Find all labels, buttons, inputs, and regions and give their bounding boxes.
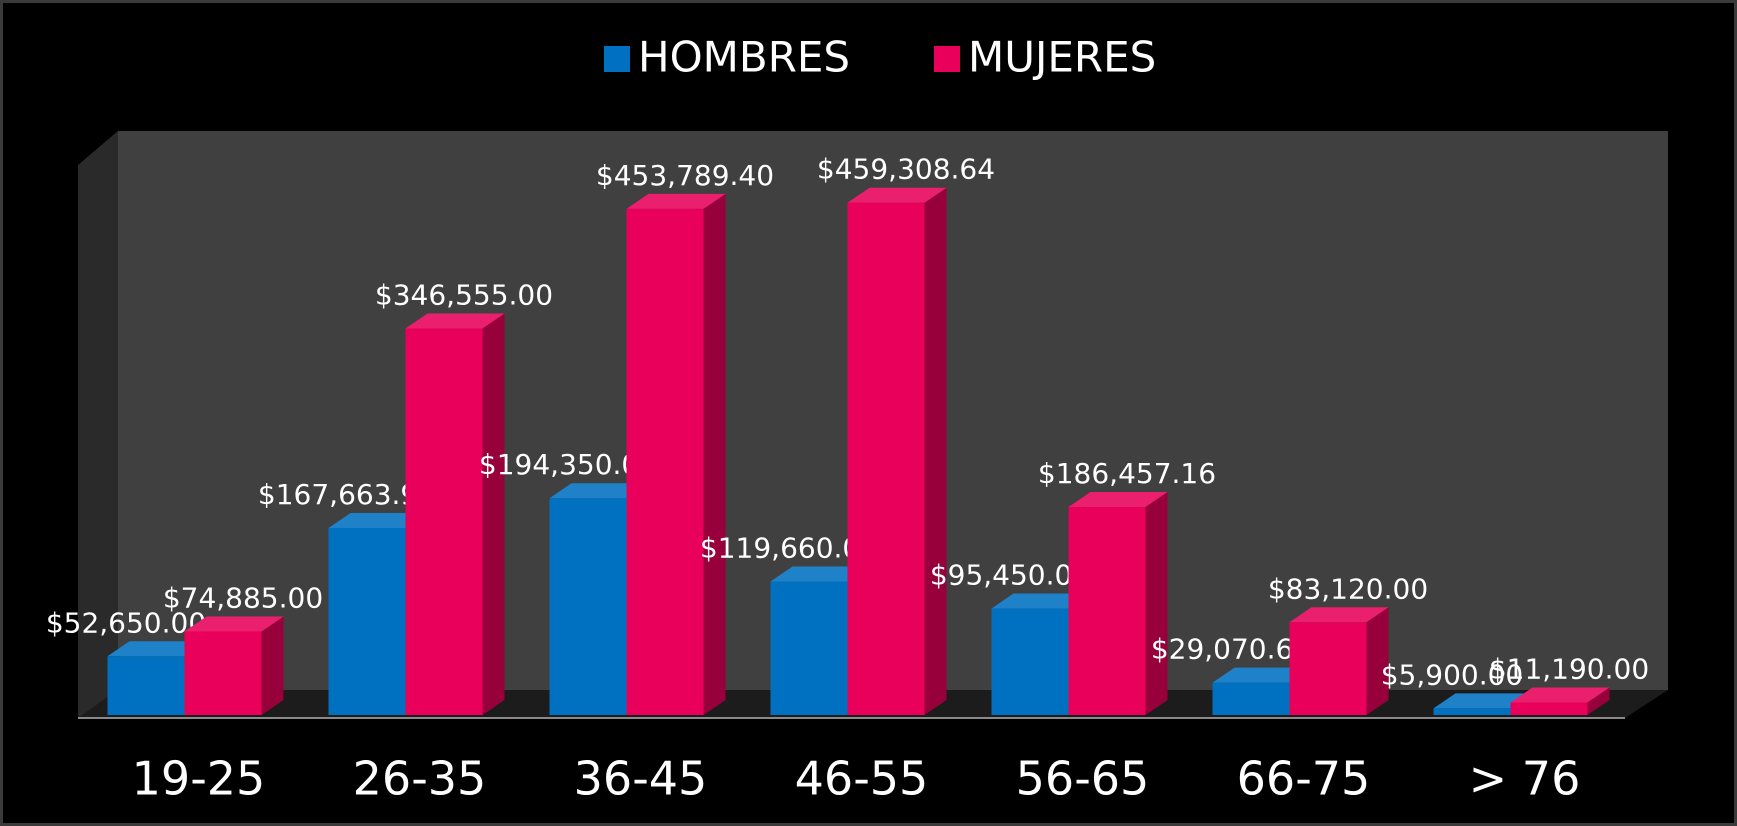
data-label: $95,450.00	[930, 559, 1090, 592]
bar	[1289, 622, 1367, 715]
bar-top	[328, 512, 428, 528]
bar	[626, 208, 704, 715]
bar-side-shade	[924, 187, 947, 715]
data-label: $11,190.00	[1489, 653, 1649, 686]
x-tick-label: 26-35	[353, 752, 487, 806]
bar-top-shade	[1289, 607, 1389, 623]
bar-side-shade	[1366, 607, 1389, 715]
bar	[1433, 708, 1511, 715]
bar	[1510, 702, 1588, 715]
bar-top-shade	[1068, 492, 1168, 508]
bar-top-shade	[847, 187, 947, 203]
data-label: $74,885.00	[163, 581, 323, 614]
x-tick-label: 46-55	[795, 752, 929, 806]
data-label: $29,070.65	[1151, 633, 1311, 666]
bar-top	[107, 641, 207, 657]
bar	[328, 527, 406, 715]
bar	[184, 631, 262, 715]
bar-side-shade	[482, 313, 505, 715]
bar-side	[261, 616, 284, 715]
bar-top-shade	[991, 593, 1091, 609]
bar	[1068, 507, 1146, 715]
bar-side	[1366, 607, 1389, 715]
bar-top-shade	[1433, 693, 1533, 709]
bar-top	[847, 187, 947, 203]
data-label: $52,650.00	[46, 606, 206, 639]
bar	[405, 328, 483, 715]
legend-label: MUJERES	[968, 33, 1156, 82]
bar-side-shade	[703, 193, 726, 715]
bar-side	[703, 193, 726, 715]
bar	[107, 656, 185, 715]
bar-top-shade	[770, 566, 870, 582]
legend-swatch	[604, 46, 630, 72]
bar-top	[770, 566, 870, 582]
legend-label: HOMBRES	[638, 33, 850, 82]
bar-top	[1433, 693, 1533, 709]
bar-top-shade	[549, 483, 649, 499]
x-tick-label: 56-65	[1016, 752, 1150, 806]
bar	[991, 608, 1069, 715]
bar-top	[549, 483, 649, 499]
bar-side	[482, 313, 505, 715]
bar-top	[1068, 492, 1168, 508]
bar-top-shade	[405, 313, 505, 329]
bar-top-shade	[626, 193, 726, 209]
bar-side-shade	[1587, 687, 1610, 715]
data-label: $186,457.16	[1038, 457, 1216, 490]
bar-top	[991, 593, 1091, 609]
bar-side	[1587, 687, 1610, 715]
bar-top	[405, 313, 505, 329]
x-tick-label: 19-25	[132, 752, 266, 806]
bar-top-shade	[184, 616, 284, 632]
bar-top	[1510, 687, 1610, 703]
legend-swatch	[934, 46, 960, 72]
side-wall	[78, 131, 118, 718]
bar-top	[626, 193, 726, 209]
bar	[549, 498, 627, 715]
data-label: $459,308.64	[817, 153, 995, 186]
bar-top-shade	[107, 641, 207, 657]
x-tick-label: > 76	[1469, 752, 1581, 806]
bar-top-shade	[1212, 667, 1312, 683]
bar-side-shade	[1145, 492, 1168, 715]
x-tick-label: 66-75	[1237, 752, 1371, 806]
bar-side-shade	[261, 616, 284, 715]
bar	[847, 202, 925, 715]
x-tick-label: 36-45	[574, 752, 708, 806]
bar-top-shade	[1510, 687, 1610, 703]
data-label: $453,789.40	[596, 159, 774, 192]
data-label: $346,555.00	[375, 278, 553, 311]
data-label: $5,900.00	[1381, 658, 1524, 691]
bar-side	[924, 187, 947, 715]
data-label: $83,120.00	[1268, 572, 1428, 605]
bar-side	[1145, 492, 1168, 715]
bar-top	[184, 616, 284, 632]
bar-top	[1212, 667, 1312, 683]
bar	[1212, 682, 1290, 715]
bar	[770, 581, 848, 715]
bar-top	[1289, 607, 1389, 623]
bar-top-shade	[328, 512, 428, 528]
